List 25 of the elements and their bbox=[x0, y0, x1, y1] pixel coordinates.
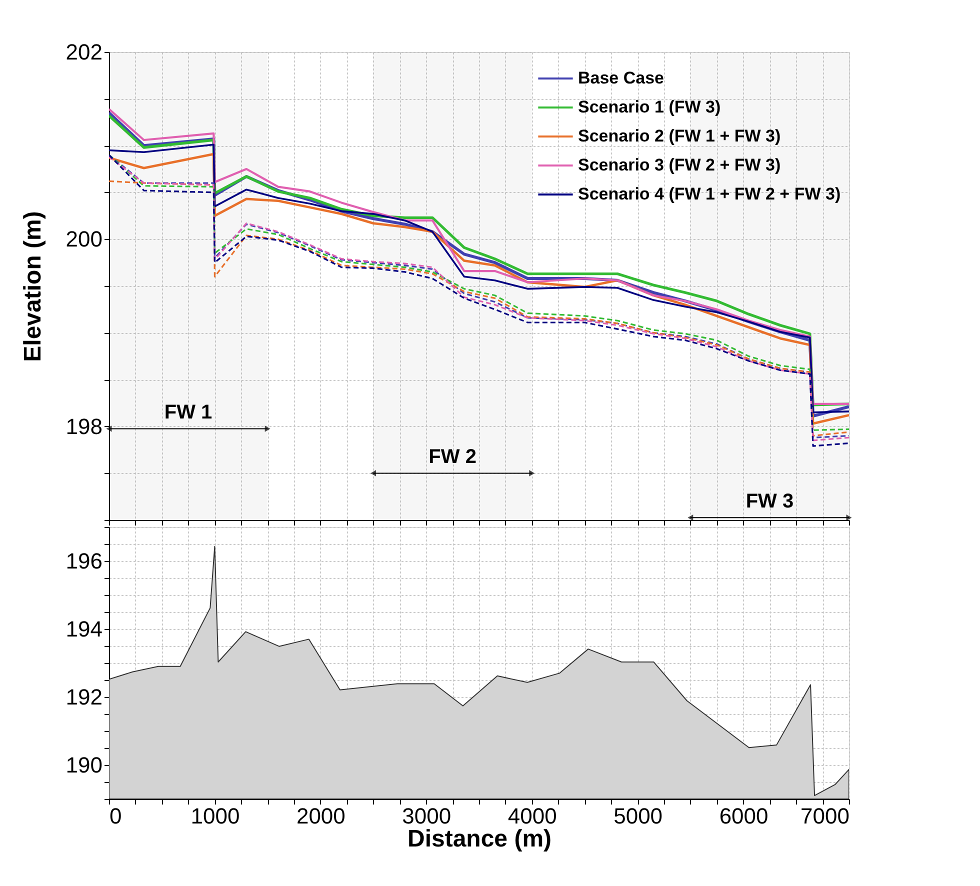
y-tick-label: 202 bbox=[66, 40, 102, 64]
legend-label: Scenario 3 (FW 2 + FW 3) bbox=[578, 156, 781, 174]
x-tick-label: 3000 bbox=[402, 804, 452, 828]
legend-label: Base Case bbox=[578, 68, 664, 88]
x-tick-label: 5000 bbox=[614, 804, 663, 828]
band-label: FW 2 bbox=[428, 446, 476, 468]
y-tick-label: 198 bbox=[66, 414, 102, 439]
x-tick-label: 1000 bbox=[190, 804, 240, 828]
x-tick-label: 6000 bbox=[719, 804, 768, 828]
y-tick-label: 194 bbox=[66, 616, 102, 642]
y-axis-title: Elevation (m) bbox=[20, 211, 46, 362]
y-tick-label: 196 bbox=[66, 548, 102, 574]
y-tick-label: 200 bbox=[66, 226, 102, 252]
x-tick-label: 2000 bbox=[296, 804, 346, 828]
x-tick-label: 4000 bbox=[508, 804, 557, 828]
y-tick-label: 192 bbox=[66, 684, 102, 710]
x-tick-label: 0 bbox=[110, 804, 122, 828]
legend-label: Scenario 2 (FW 1 + FW 3) bbox=[578, 126, 781, 146]
legend-label: Scenario 1 (FW 3) bbox=[578, 98, 721, 116]
band-label: FW 1 bbox=[164, 402, 212, 424]
band-label: FW 3 bbox=[746, 490, 794, 513]
legend-label: Scenario 4 (FW 1 + FW 2 + FW 3) bbox=[578, 184, 841, 204]
x-axis-title: Distance (m) bbox=[407, 826, 552, 852]
y-tick-label: 190 bbox=[66, 752, 102, 778]
x-tick-label: 7000 bbox=[800, 804, 850, 828]
